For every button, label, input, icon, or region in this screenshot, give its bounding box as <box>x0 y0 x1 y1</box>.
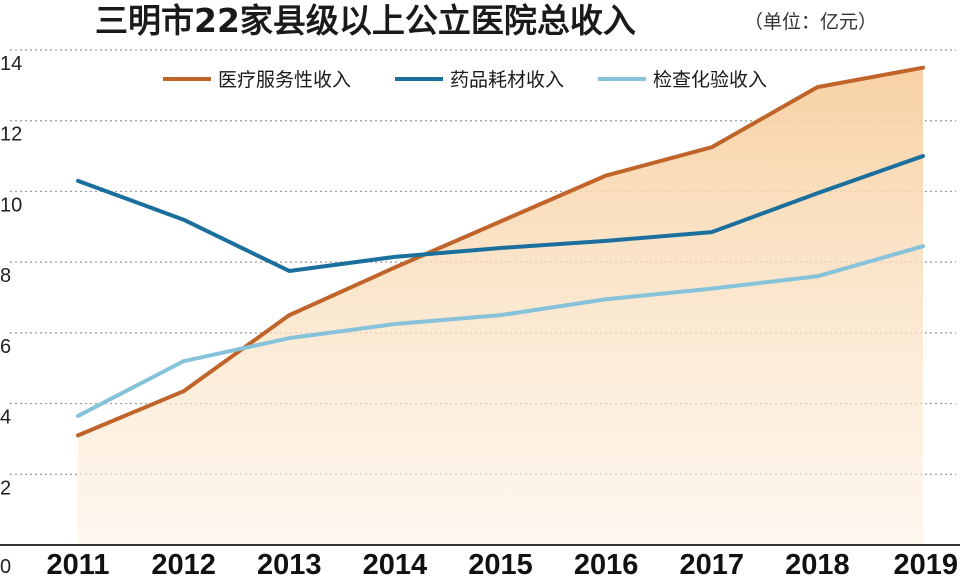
y-tick-label-2: 2 <box>0 477 11 499</box>
exam-lab-legend-label: 检查化验收入 <box>653 69 767 91</box>
drug-consumables-line <box>76 154 925 273</box>
y-tick-label-0: 0 <box>0 556 11 578</box>
x-tick-label-2014: 2014 <box>363 549 428 578</box>
x-tick-label-2012: 2012 <box>151 549 216 578</box>
medical-service-line <box>76 65 925 438</box>
x-tick-label-2013: 2013 <box>257 549 322 578</box>
x-tick-label-2018: 2018 <box>785 549 850 578</box>
x-tick-label-2011: 2011 <box>47 549 110 578</box>
medical-service-area-fill <box>78 67 923 545</box>
chart-subtitle: （单位：亿元） <box>744 11 877 33</box>
legend: 医疗服务性收入 药品耗材收入 检查化验收入 <box>163 69 767 91</box>
y-tick-label-8: 8 <box>0 265 11 287</box>
medical-service-legend-label: 医疗服务性收入 <box>218 69 351 91</box>
exam-lab-line <box>76 244 925 418</box>
y-tick-label-14: 14 <box>0 53 22 75</box>
x-tick-label-2017: 2017 <box>679 549 744 578</box>
y-tick-label-6: 6 <box>0 336 11 358</box>
x-tick-label-2016: 2016 <box>574 549 639 578</box>
x-tick-label-2015: 2015 <box>468 549 533 578</box>
drug-consumables-legend-label: 药品耗材收入 <box>450 69 564 91</box>
y-tick-label-10: 10 <box>0 194 22 216</box>
y-tick-label-12: 12 <box>0 124 22 146</box>
y-tick-label-4: 4 <box>0 407 11 429</box>
x-tick-label-2019: 2019 <box>893 549 958 578</box>
chart-title: 三明市22家县级以上公立医院总收入 <box>95 1 636 40</box>
